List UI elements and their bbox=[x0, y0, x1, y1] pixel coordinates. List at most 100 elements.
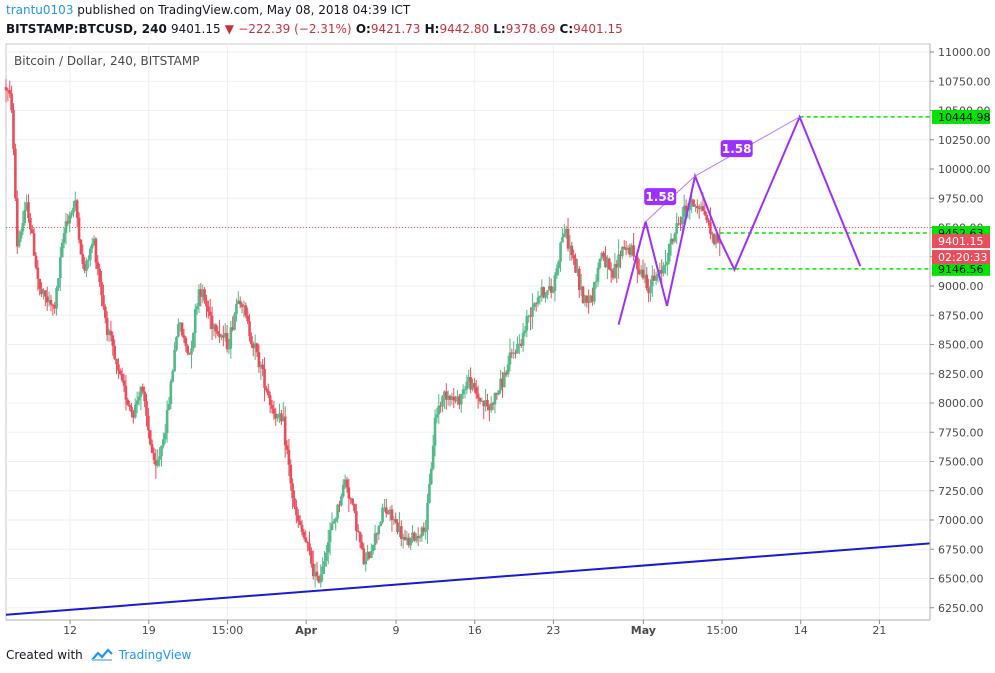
candle-body bbox=[454, 400, 457, 402]
candle-body bbox=[139, 386, 143, 397]
current-price-label-box bbox=[932, 234, 990, 249]
candle-body bbox=[167, 403, 171, 410]
candle-body bbox=[38, 278, 42, 289]
candle-body bbox=[158, 456, 161, 460]
candle-body bbox=[42, 290, 45, 294]
tradingview-link[interactable]: TradingView bbox=[118, 648, 192, 662]
candle-body bbox=[692, 199, 695, 207]
candle-body bbox=[675, 223, 679, 234]
candle-body bbox=[607, 258, 611, 270]
candle-body bbox=[193, 309, 197, 334]
candle-body bbox=[512, 352, 516, 354]
candle-body bbox=[257, 352, 261, 368]
price-tick-label: 10000.00 bbox=[938, 163, 991, 176]
candle-body bbox=[109, 330, 113, 336]
ratio-label-box[interactable] bbox=[644, 188, 677, 206]
candle-body bbox=[493, 392, 497, 405]
candle-body bbox=[89, 248, 92, 260]
candle-body bbox=[714, 234, 718, 245]
candle-body bbox=[98, 268, 101, 282]
candle-body bbox=[564, 228, 568, 234]
price-tick-label: 8500.00 bbox=[938, 339, 984, 352]
plot-area[interactable] bbox=[5, 43, 931, 621]
candle-body bbox=[694, 206, 697, 208]
candle-body bbox=[576, 268, 579, 273]
candle-body bbox=[205, 300, 208, 307]
candle-body bbox=[57, 278, 60, 288]
candle-body bbox=[636, 256, 639, 270]
time-tick-label: 15:00 bbox=[212, 624, 244, 637]
down-arrow-icon: ▼ bbox=[224, 22, 235, 36]
candle-body bbox=[276, 414, 279, 419]
time-tick-label: 19 bbox=[142, 624, 156, 637]
candle-body bbox=[373, 533, 377, 546]
candle-body bbox=[122, 380, 126, 386]
support-trendline[interactable] bbox=[5, 542, 931, 616]
candle-body bbox=[321, 566, 324, 575]
candle-body bbox=[501, 378, 504, 388]
candle-body bbox=[375, 533, 379, 535]
author-link[interactable]: trantu0103 bbox=[6, 3, 74, 17]
bar-countdown-label: 02:20:33 bbox=[938, 251, 987, 264]
candle-body bbox=[669, 238, 673, 245]
candle-body bbox=[531, 307, 534, 317]
candle-body bbox=[459, 394, 463, 405]
candle-body bbox=[441, 396, 444, 407]
candle-body bbox=[497, 390, 501, 395]
high-label: H: bbox=[424, 22, 440, 36]
time-tick-label: 15:00 bbox=[706, 624, 738, 637]
candle-body bbox=[59, 257, 62, 279]
candle-body bbox=[182, 335, 186, 338]
candle-body bbox=[356, 530, 360, 532]
candle-body bbox=[15, 198, 19, 247]
price-tick-label: 7250.00 bbox=[938, 485, 984, 498]
candle-body bbox=[143, 391, 146, 402]
candle-body bbox=[141, 386, 145, 392]
abcd-pattern-line[interactable] bbox=[617, 114, 862, 325]
candle-body bbox=[622, 247, 626, 249]
candle-body bbox=[40, 288, 43, 294]
candle-body bbox=[609, 269, 613, 271]
candle-body bbox=[518, 343, 521, 345]
candle-body bbox=[480, 400, 484, 402]
candle-body bbox=[341, 484, 345, 497]
candle-body bbox=[325, 552, 328, 561]
candle-body bbox=[126, 399, 130, 405]
candle-body bbox=[381, 507, 384, 523]
candle-body bbox=[398, 526, 401, 533]
candle-body bbox=[370, 551, 373, 558]
candle-body bbox=[697, 208, 701, 210]
candle-body bbox=[712, 234, 716, 245]
candle-body bbox=[553, 275, 557, 292]
candle-body bbox=[433, 417, 437, 446]
candle-body bbox=[606, 258, 609, 268]
candle-body bbox=[371, 545, 375, 552]
candle-body bbox=[83, 264, 86, 271]
time-tick-label: Apr bbox=[295, 624, 317, 637]
candle-body bbox=[394, 519, 397, 523]
candle-body bbox=[591, 295, 594, 302]
ratio-label-box[interactable] bbox=[720, 140, 753, 158]
candle-body bbox=[411, 532, 414, 539]
candle-body bbox=[173, 349, 176, 372]
high-value: 9442.80 bbox=[439, 22, 490, 36]
price-chart[interactable]: Bitcoin / Dollar, 240, BITSTAMP 1.58 1.58 1… bbox=[0, 0, 995, 640]
candle-body bbox=[334, 518, 338, 522]
candle-body bbox=[70, 212, 73, 216]
candle-body bbox=[340, 496, 343, 506]
candle-body bbox=[302, 531, 306, 538]
candle-body bbox=[716, 234, 720, 243]
candle-body bbox=[195, 306, 199, 310]
candle-body bbox=[347, 487, 351, 499]
candle-body bbox=[343, 479, 347, 485]
candle-body bbox=[664, 264, 667, 266]
candle-body bbox=[225, 332, 229, 350]
candle-body bbox=[203, 289, 206, 301]
candle-body bbox=[544, 294, 547, 298]
candle-body bbox=[570, 245, 574, 256]
candle-body bbox=[521, 332, 525, 346]
candle-body bbox=[478, 398, 482, 402]
candle-body bbox=[66, 221, 70, 224]
candle-body bbox=[652, 275, 656, 281]
candle-body bbox=[64, 221, 68, 234]
